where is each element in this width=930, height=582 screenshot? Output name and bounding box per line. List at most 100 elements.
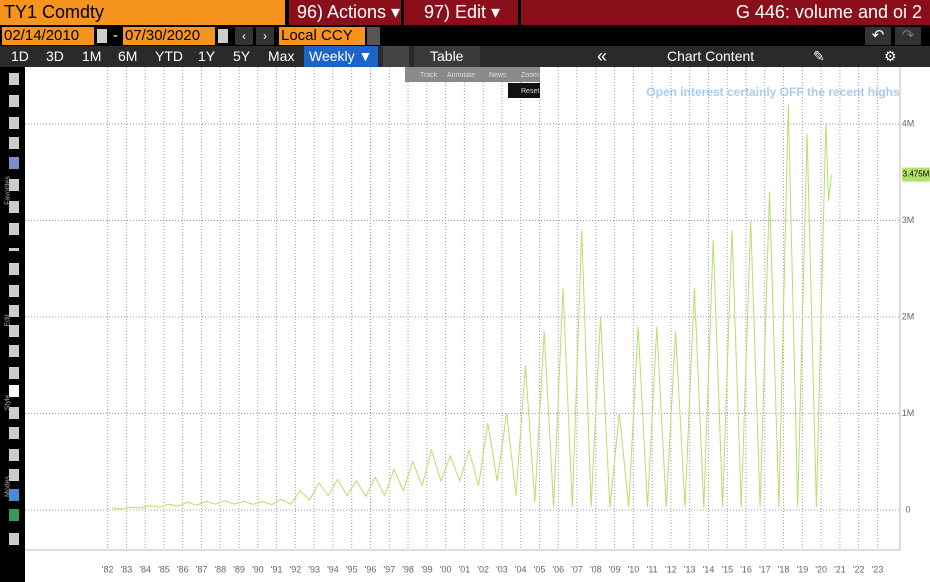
popup-tool[interactable]: Zoom bbox=[521, 72, 539, 79]
calendar-icon[interactable] bbox=[97, 29, 107, 43]
line-chart-button[interactable] bbox=[383, 46, 409, 67]
period-button[interactable]: 6M bbox=[118, 48, 138, 64]
x-tick-label: '06 bbox=[552, 564, 564, 574]
tool-icon[interactable] bbox=[9, 223, 19, 235]
y-tick-label: 2M bbox=[902, 311, 915, 321]
currency[interactable]: Local CCY bbox=[279, 27, 365, 45]
tool-icon[interactable] bbox=[9, 449, 19, 461]
frequency-button[interactable]: Weekly ▼ bbox=[304, 46, 378, 67]
x-tick-label: '93 bbox=[308, 564, 320, 574]
x-tick-label: '96 bbox=[365, 564, 377, 574]
x-tick-label: '87 bbox=[196, 564, 208, 574]
last-value-tag bbox=[902, 167, 930, 182]
chart-background bbox=[25, 67, 930, 582]
period-button[interactable]: 1D bbox=[11, 48, 29, 64]
sidebar-label: Modes bbox=[4, 476, 12, 498]
x-tick-label: '14 bbox=[703, 564, 715, 574]
period-button[interactable]: YTD bbox=[155, 48, 183, 64]
x-tick-label: '17 bbox=[759, 564, 771, 574]
x-tick-label: '02 bbox=[477, 564, 489, 574]
x-tick-label: '18 bbox=[778, 564, 790, 574]
actions-menu[interactable]: 96) Actions ▾ bbox=[289, 0, 401, 25]
redo-button[interactable]: ↷ bbox=[895, 27, 921, 45]
x-tick-label: '90 bbox=[252, 564, 264, 574]
end-date[interactable]: 07/30/2020 bbox=[123, 27, 215, 45]
undo-button[interactable]: ↶ bbox=[865, 27, 891, 45]
tool-icon[interactable] bbox=[9, 509, 19, 521]
chart: Open interest certainly OFF the recent h… bbox=[25, 67, 930, 582]
tool-icon[interactable] bbox=[9, 263, 19, 275]
x-tick-label: '88 bbox=[214, 564, 226, 574]
x-tick-label: '16 bbox=[740, 564, 752, 574]
tool-icon[interactable] bbox=[9, 117, 19, 129]
x-tick-label: '89 bbox=[233, 564, 245, 574]
reset-label[interactable]: Reset bbox=[521, 88, 539, 95]
tool-icon[interactable] bbox=[9, 325, 19, 337]
tool-icon[interactable] bbox=[9, 385, 19, 397]
period-button[interactable]: 3D bbox=[46, 48, 64, 64]
y-tick-label: 3M bbox=[902, 215, 915, 225]
currency-dropdown[interactable] bbox=[367, 27, 380, 45]
y-tick-label: 0 bbox=[905, 504, 910, 514]
collapse-button[interactable]: « bbox=[597, 46, 608, 66]
y-tick-label: 4M bbox=[902, 118, 915, 128]
tool-icon[interactable] bbox=[9, 407, 19, 419]
tool-icon[interactable] bbox=[9, 179, 19, 191]
period-button[interactable]: 1Y bbox=[198, 48, 216, 64]
calendar-icon[interactable] bbox=[218, 29, 228, 43]
start-date[interactable]: 02/14/2010 bbox=[2, 27, 94, 45]
sidebar-label: Style bbox=[4, 394, 12, 411]
x-tick-label: '01 bbox=[459, 564, 471, 574]
popup-tool[interactable]: Annotate bbox=[447, 72, 475, 79]
sidebar: Favorites Edit Style Modes bbox=[0, 67, 25, 582]
x-tick-label: '00 bbox=[440, 564, 452, 574]
table-button[interactable]: Table bbox=[414, 46, 480, 67]
period-button[interactable]: 5Y bbox=[233, 48, 251, 64]
x-tick-label: '23 bbox=[872, 564, 884, 574]
series-line bbox=[112, 104, 832, 510]
tool-icon[interactable] bbox=[9, 95, 19, 107]
x-tick-label: '03 bbox=[496, 564, 508, 574]
tool-icon[interactable] bbox=[9, 469, 19, 481]
tool-icon[interactable] bbox=[9, 248, 19, 251]
x-tick-label: '95 bbox=[346, 564, 358, 574]
tool-icon[interactable] bbox=[9, 285, 19, 297]
x-tick-label: '98 bbox=[402, 564, 414, 574]
tool-icon[interactable] bbox=[9, 345, 19, 357]
edit-icon[interactable]: ✎ bbox=[813, 48, 825, 64]
y-tick-label: 1M bbox=[902, 408, 915, 418]
period-button[interactable]: Max bbox=[268, 48, 295, 64]
x-tick-label: '91 bbox=[271, 564, 283, 574]
tool-icon[interactable] bbox=[9, 367, 19, 379]
x-tick-label: '10 bbox=[628, 564, 640, 574]
x-tick-label: '20 bbox=[815, 564, 827, 574]
date-separator: - bbox=[113, 27, 118, 44]
next-button[interactable]: › bbox=[256, 27, 274, 45]
popup-tool[interactable]: News bbox=[489, 72, 507, 79]
period-button[interactable]: 1M bbox=[82, 48, 102, 64]
x-tick-label: '07 bbox=[571, 564, 583, 574]
x-tick-label: '05 bbox=[534, 564, 546, 574]
prev-button[interactable]: ‹ bbox=[235, 27, 253, 45]
x-tick-label: '04 bbox=[515, 564, 527, 574]
x-tick-label: '09 bbox=[609, 564, 621, 574]
x-tick-label: '84 bbox=[139, 564, 151, 574]
ticker[interactable]: TY1 Comdty bbox=[0, 0, 285, 25]
tool-icon[interactable] bbox=[9, 427, 19, 439]
tool-icon[interactable] bbox=[9, 305, 19, 317]
x-tick-label: '83 bbox=[121, 564, 133, 574]
tool-icon[interactable] bbox=[9, 137, 19, 149]
tool-icon[interactable] bbox=[9, 73, 19, 85]
reset-button[interactable] bbox=[508, 83, 540, 98]
tool-icon[interactable] bbox=[9, 533, 19, 545]
popup-tool[interactable]: Track bbox=[420, 72, 438, 79]
tool-icon[interactable] bbox=[9, 489, 19, 501]
toolbar: 1D 3D 1M 6M YTD 1Y 5Y Max Weekly ▼ Table… bbox=[0, 46, 930, 67]
tool-icon[interactable] bbox=[9, 201, 19, 213]
settings-icon[interactable]: ⚙ bbox=[884, 48, 897, 64]
edit-menu[interactable]: 97) Edit ▾ bbox=[404, 0, 518, 25]
chart-content-button[interactable]: Chart Content bbox=[667, 48, 755, 64]
x-tick-label: '94 bbox=[327, 564, 339, 574]
tool-icon[interactable] bbox=[9, 157, 19, 169]
